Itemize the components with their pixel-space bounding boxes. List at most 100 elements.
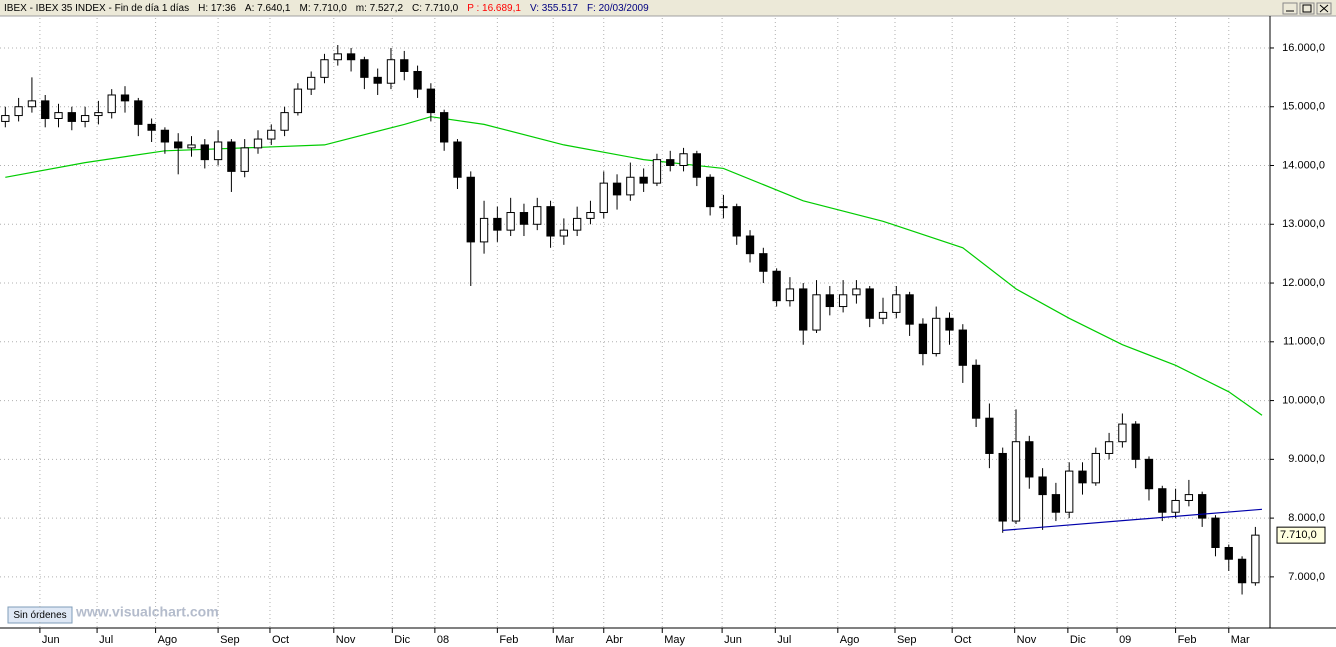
candle-body	[932, 317, 941, 355]
candle-body	[652, 159, 662, 184]
candle-body	[838, 294, 848, 308]
candle-body	[852, 288, 861, 296]
x-tick-label: Ago	[840, 634, 860, 646]
candle-body	[240, 147, 249, 172]
x-tick-label: Feb	[499, 634, 518, 646]
candle-body	[120, 94, 130, 102]
candle-body	[1104, 441, 1114, 454]
y-tick-label: 10.000,0	[1282, 394, 1325, 406]
candle-body	[519, 212, 529, 225]
candle-body	[1171, 499, 1180, 513]
x-tick-label: Nov	[336, 634, 356, 646]
candle-body	[1237, 558, 1247, 584]
candle-body	[160, 129, 170, 143]
x-tick-label: Jun	[724, 634, 742, 646]
candle-body	[559, 229, 569, 237]
candle-body	[1, 115, 10, 122]
candle-body	[134, 100, 143, 125]
candle-body	[307, 76, 316, 90]
candle-body	[67, 112, 76, 122]
candle-body	[612, 182, 622, 196]
y-tick-label: 14.000,0	[1282, 159, 1325, 171]
x-tick-label: Jun	[42, 634, 60, 646]
candle-body	[626, 176, 635, 196]
header-item: A: 7.640,1	[245, 3, 291, 14]
header-item: IBEX - IBEX 35 INDEX - Fin de día 1 días	[4, 3, 189, 14]
candle-body	[174, 141, 183, 149]
candle-body	[892, 294, 901, 313]
watermark: www.visualchart.com	[75, 604, 219, 620]
candle-body	[80, 115, 90, 122]
candle-body	[546, 206, 555, 237]
candle-body	[918, 323, 928, 355]
header-item: m: 7.527,2	[356, 3, 404, 14]
y-tick-label: 11.000,0	[1283, 336, 1325, 348]
x-tick-label: Mar	[555, 634, 574, 646]
y-tick-label: 8.000,0	[1288, 512, 1325, 524]
candle-body	[1051, 494, 1061, 513]
header-item: F: 20/03/2009	[587, 3, 649, 14]
candle-body	[1251, 534, 1260, 584]
x-tick-label: Nov	[1017, 634, 1037, 646]
candle-body	[293, 88, 303, 114]
candle-body	[27, 100, 37, 108]
y-tick-label: 9.000,0	[1288, 453, 1325, 465]
candle-body	[41, 100, 50, 119]
y-tick-label: 16.000,0	[1282, 42, 1325, 54]
candle-body	[772, 270, 781, 302]
x-tick-label: May	[664, 634, 685, 646]
candle-body	[94, 112, 103, 117]
candle-body	[1011, 441, 1021, 522]
status-button-label: Sin órdenes	[13, 610, 66, 621]
x-tick-label: Sep	[897, 634, 917, 646]
candle-body	[719, 206, 728, 209]
last-price-box	[1276, 526, 1326, 544]
x-tick-label: Sep	[220, 634, 240, 646]
minimize-button[interactable]	[1282, 2, 1298, 15]
candle-body	[985, 417, 994, 454]
x-tick-label: Jul	[777, 634, 791, 646]
maximize-button[interactable]	[1299, 2, 1315, 15]
candle-body	[705, 176, 715, 208]
x-tick-label: Jul	[99, 634, 113, 646]
x-tick-label: Oct	[954, 634, 971, 646]
header-item: V: 355.517	[530, 3, 578, 14]
header-bar	[0, 0, 1336, 16]
candle-body	[320, 59, 329, 78]
candle-body	[1131, 423, 1140, 460]
candle-body	[958, 329, 967, 366]
candle-body	[1198, 494, 1207, 519]
candle-body	[466, 176, 475, 243]
candle-body	[1038, 476, 1047, 496]
header-item: C: 7.710,0	[412, 3, 459, 14]
trend-line	[1002, 508, 1263, 531]
header-item: H: 17:36	[198, 3, 236, 14]
candle-body	[373, 76, 382, 84]
maximize-icon	[1302, 4, 1312, 13]
candle-body	[14, 106, 23, 117]
window-buttons[interactable]	[1282, 2, 1332, 15]
header-item: P : 16.689,1	[467, 3, 521, 14]
candle-body	[360, 59, 369, 78]
candle-body	[1118, 423, 1127, 443]
y-tick-label: 7.000,0	[1288, 571, 1325, 583]
candle-body	[639, 176, 648, 184]
candle-body	[54, 112, 63, 119]
candle-body	[493, 217, 502, 231]
x-tick-label: Ago	[158, 634, 178, 646]
candle-body	[998, 452, 1007, 522]
y-tick-label: 13.000,0	[1282, 218, 1325, 230]
candle-body	[1078, 470, 1087, 484]
candle-body	[666, 159, 675, 167]
candle-body	[878, 311, 888, 319]
x-tick-label: 09	[1119, 634, 1131, 646]
last-price-label: 7.710,0	[1280, 529, 1317, 541]
candle-body	[479, 217, 489, 243]
candle-body	[213, 141, 223, 161]
candle-body	[905, 294, 914, 325]
candle-body	[599, 182, 608, 214]
candle-body	[333, 53, 342, 61]
